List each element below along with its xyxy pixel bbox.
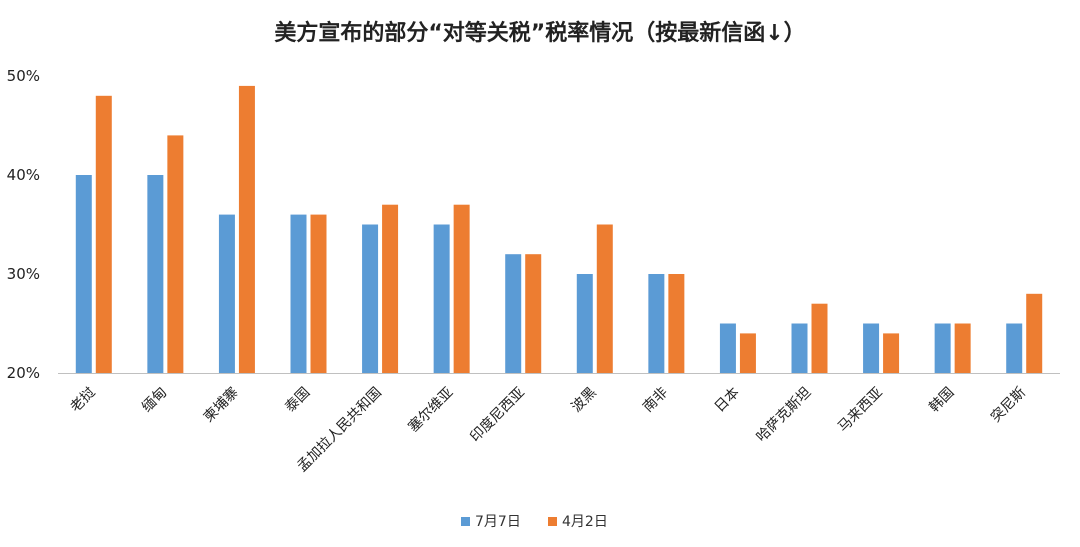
bar-series1	[362, 224, 379, 373]
bar-series2	[167, 135, 184, 373]
x-tick-label: 柬埔寨	[200, 384, 242, 426]
bar-series1	[791, 323, 808, 373]
bar-series1	[648, 274, 665, 373]
bar-series2	[525, 254, 542, 373]
legend: 7月7日 4月2日	[461, 514, 608, 530]
bar-series1	[218, 214, 235, 373]
bar-series2	[1026, 293, 1043, 373]
bar-series1	[934, 323, 951, 373]
bar-series2	[883, 333, 900, 373]
chart-title: 美方宣布的部分“对等关税”税率情况（按最新信函↓）	[274, 20, 805, 46]
y-tick-label: 20%	[7, 364, 40, 382]
bar-series2	[668, 274, 685, 373]
y-tick-label: 30%	[7, 265, 40, 283]
bar-series2	[382, 204, 399, 373]
x-tick-label: 哈萨克斯坦	[754, 385, 815, 446]
legend-swatch	[461, 517, 470, 526]
y-tick-label: 50%	[7, 67, 40, 85]
x-tick-label: 塞尔维亚	[405, 384, 457, 436]
x-tick-label: 突尼斯	[988, 385, 1029, 426]
bar-series2	[453, 204, 470, 373]
y-tick-label: 40%	[7, 166, 40, 184]
bar-series2	[811, 303, 828, 373]
bar-series2	[739, 333, 756, 373]
bar-series1	[576, 274, 593, 373]
x-tick-label: 泰国	[282, 385, 313, 416]
bar-series2	[95, 95, 112, 374]
legend-label: 4月2日	[562, 514, 608, 530]
bar-series2	[596, 224, 613, 373]
bar-series2	[310, 214, 327, 373]
bar-series1	[290, 214, 307, 373]
bar-series1	[147, 175, 164, 373]
bar-series1	[863, 323, 880, 373]
bar-series1	[75, 175, 92, 373]
legend-swatch	[548, 517, 557, 526]
legend-label: 7月7日	[475, 514, 521, 530]
bar-series1	[433, 224, 450, 373]
y-axis: 20% 30% 40% 50%	[7, 67, 40, 382]
x-tick-label: 韩国	[926, 385, 957, 416]
bars-group	[75, 85, 1043, 374]
x-tick-label: 老挝	[68, 385, 99, 416]
bar-series1	[1006, 323, 1023, 373]
bar-series2	[238, 85, 255, 374]
x-tick-label: 波黑	[569, 385, 600, 416]
x-tick-label: 印度尼西亚	[467, 385, 528, 446]
x-tick-label: 马来西亚	[835, 385, 886, 436]
bar-series1	[719, 323, 736, 373]
bar-series1	[505, 254, 522, 373]
bar-series2	[954, 323, 971, 373]
x-tick-label: 缅甸	[139, 385, 170, 416]
x-tick-label: 日本	[712, 385, 743, 416]
x-tick-label: 南非	[640, 385, 671, 416]
